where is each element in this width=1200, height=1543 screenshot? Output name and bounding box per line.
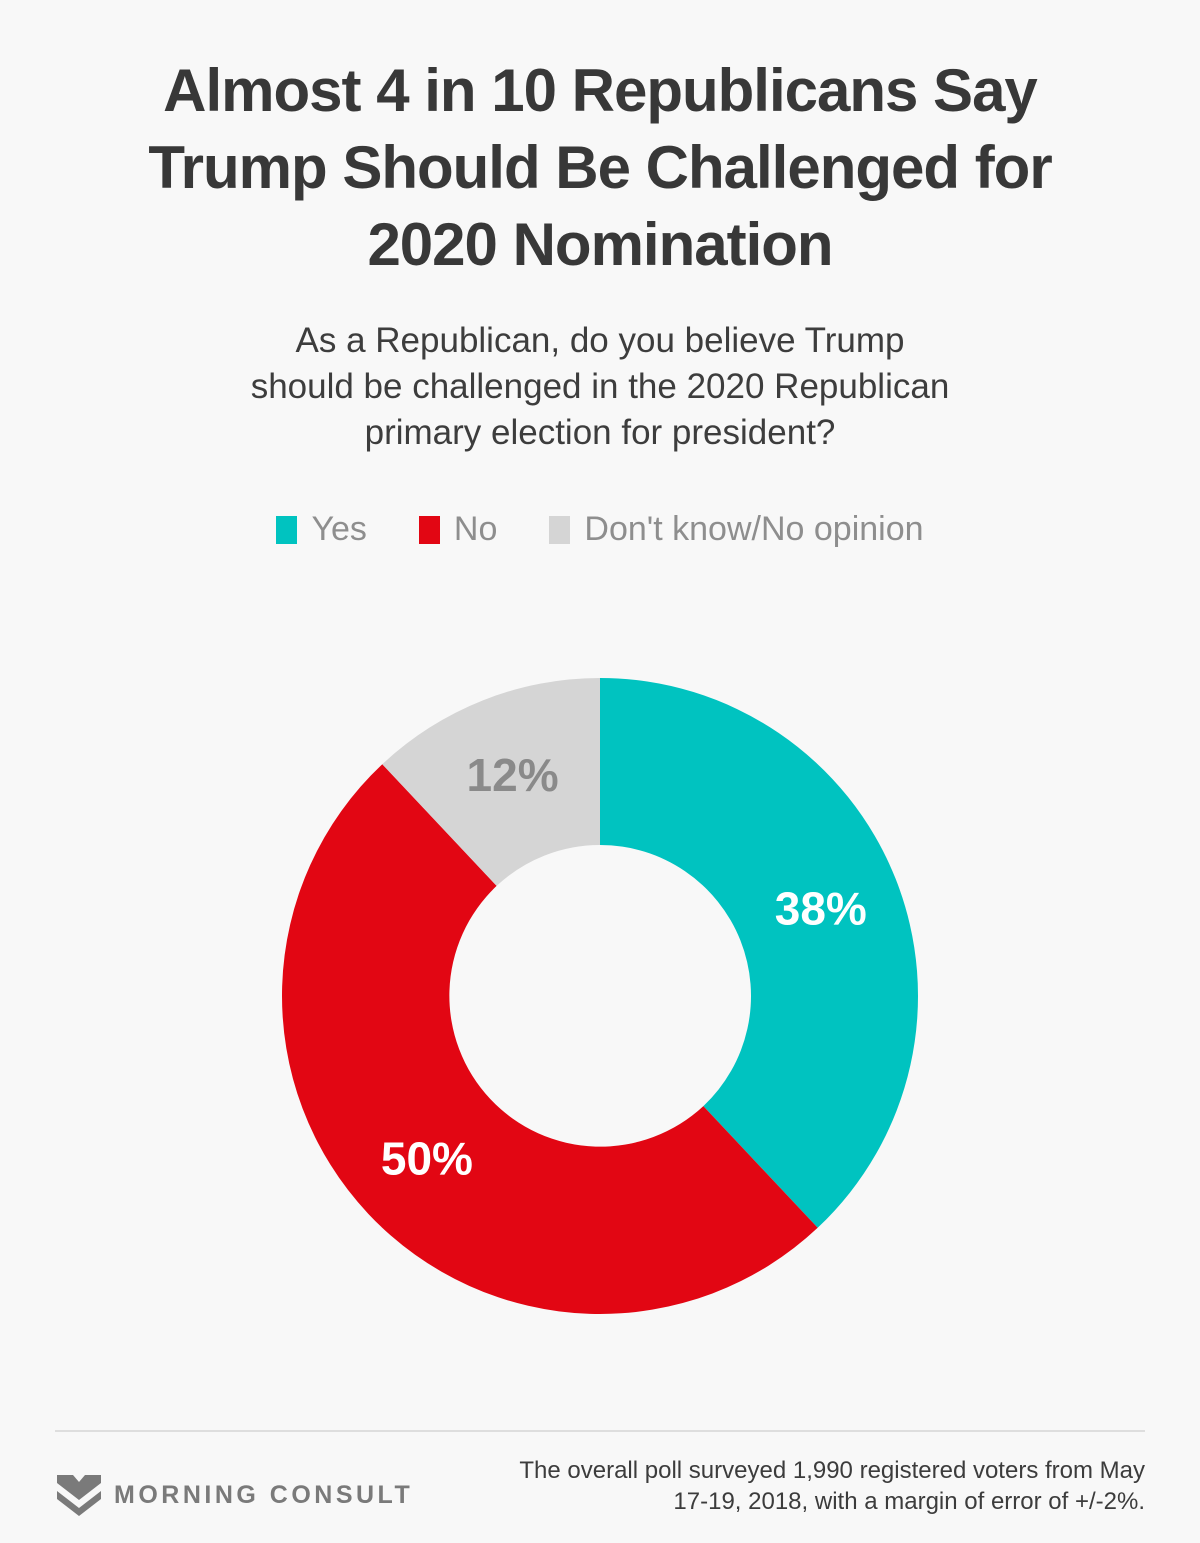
brand-name: MORNING CONSULT bbox=[114, 1481, 414, 1509]
chart-legend: Yes No Don't know/No opinion bbox=[0, 510, 1200, 549]
legend-label-dont-know: Don't know/No opinion bbox=[584, 510, 924, 548]
legend-label-no: No bbox=[453, 510, 498, 548]
donut-chart-svg: 38% 50% 12% bbox=[281, 678, 919, 1315]
donut-slice-label-0: 38% bbox=[775, 883, 867, 935]
legend-item-no: No bbox=[418, 510, 498, 549]
donut-chart: 38% 50% 12% bbox=[250, 646, 950, 1346]
brand-logo: MORNING CONSULT bbox=[57, 1475, 413, 1516]
no-swatch-icon bbox=[418, 515, 440, 544]
methodology-note: The overall poll surveyed 1,990 register… bbox=[519, 1457, 1145, 1515]
legend-label-yes: Yes bbox=[311, 510, 367, 548]
donut-slice-0 bbox=[600, 678, 919, 1228]
morning-consult-logo-icon bbox=[57, 1475, 101, 1516]
legend-item-yes: Yes bbox=[276, 510, 367, 549]
yes-swatch-icon bbox=[276, 515, 298, 544]
donut-slice-label-1: 50% bbox=[381, 1133, 473, 1185]
donut-slice-label-2: 12% bbox=[467, 749, 559, 801]
footer-divider bbox=[55, 1430, 1145, 1432]
legend-item-dont-know: Don't know/No opinion bbox=[549, 510, 924, 549]
donut-slice-2 bbox=[382, 678, 600, 886]
donut-slice-1 bbox=[281, 764, 818, 1315]
poll-question: As a Republican, do you believe Trump sh… bbox=[250, 321, 950, 452]
page-title: Almost 4 in 10 Republicans Say Trump Sho… bbox=[148, 57, 1052, 278]
dont-know-swatch-icon bbox=[549, 515, 571, 544]
